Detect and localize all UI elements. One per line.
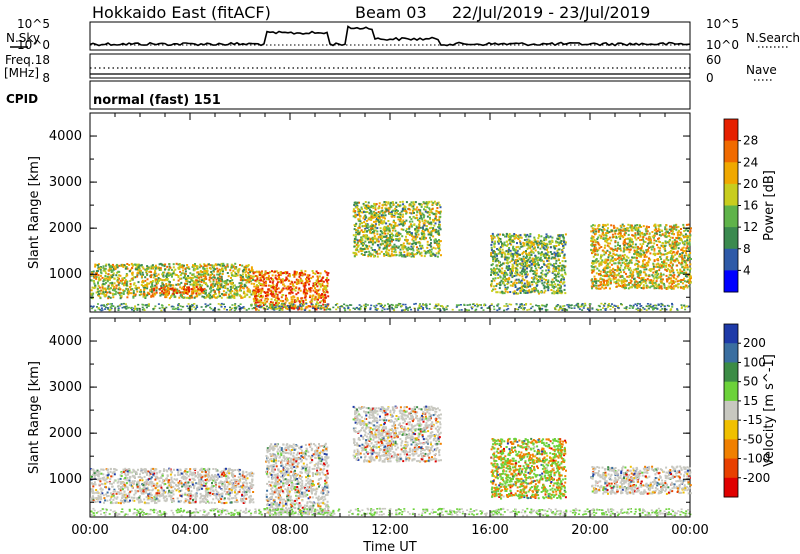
colorbar-segment (724, 458, 738, 479)
x-tick-label: 08:00 (271, 523, 308, 538)
x-tick-label: 04:00 (171, 523, 208, 538)
power-scatter-data (90, 200, 692, 312)
colorbar-tick-label: 4 (743, 263, 751, 277)
power-scatter-region (352, 200, 442, 258)
y-tick-label: 4000 (49, 129, 82, 144)
power-colorbar: 4 8 12 16 20 24 28 Power [dB] (723, 118, 777, 293)
x-tick-label: 20:00 (571, 523, 608, 538)
time-axis: 00:00 04:00 08:00 12:00 16:00 20:00 00:00 (71, 523, 708, 538)
velocity-scatter-data (90, 405, 692, 517)
velocity-scatter-region (352, 405, 442, 463)
colorbar-segment (724, 439, 738, 460)
power-scatter-region (490, 232, 567, 295)
colorbar-segment (724, 362, 738, 383)
x-axis-label: Time UT (362, 540, 416, 554)
colorbar-segment (724, 183, 738, 206)
nave-tick-bottom: 0 (706, 71, 714, 85)
date-range: 22/Jul/2019 - 23/Jul/2019 (452, 3, 650, 22)
freq-label-1: Freq. (5, 53, 35, 67)
y-tick-label: 3000 (49, 380, 82, 395)
power-y-axis: 1000 2000 3000 4000 (49, 129, 690, 298)
x-tick-label: 12:00 (371, 523, 408, 538)
cpid-value: normal (fast) 151 (93, 93, 221, 108)
colorbar-segment (724, 420, 738, 440)
colorbar-tick-label: -15 (743, 413, 763, 427)
colorbar-segment (724, 270, 738, 293)
colorbar-tick-label: 100 (743, 355, 766, 369)
noise-tick-right-top: 10^5 (706, 17, 739, 31)
cpid-panel-frame (89, 80, 691, 110)
colorbar-tick-label: -100 (743, 452, 770, 466)
beam-label: Beam 03 (355, 3, 427, 22)
power-panel: 1000 2000 3000 4000 Slant Range [km] 4 8 12 16 20… (27, 112, 777, 313)
colorbar-segment (724, 381, 738, 402)
velocity-scatter-region (590, 465, 692, 495)
noise-tick-right-bottom: 10^0 (706, 38, 739, 52)
freq-panel-frame (89, 53, 691, 79)
nave-label: Nave (746, 63, 777, 77)
noise-traces (89, 25, 691, 47)
y-tick-label: 2000 (49, 426, 82, 441)
noise-tick-left-bottom: 10^0 (17, 38, 50, 52)
y-tick-label: 4000 (49, 334, 82, 349)
power-near-range-band (90, 302, 691, 312)
colorbar-tick-label: 12 (743, 220, 758, 234)
nsearch-label: N.Search (746, 31, 800, 45)
freq-label-2: [MHz] (4, 66, 39, 80)
nave-tick-top: 60 (706, 53, 721, 67)
velocity-panel: 1000 2000 3000 4000 Slant Range [km] 200 100 50… (27, 317, 777, 518)
colorbar-tick-label: 20 (743, 177, 758, 191)
colorbar-tick-label: 28 (743, 134, 758, 148)
noise-tick-left-top: 10^5 (17, 17, 50, 31)
colorbar-segment (724, 248, 738, 271)
power-scatter-region (590, 223, 692, 290)
velocity-colorbar: 200 100 50 15 -15 -50 -100 -200 Velocity [m s^-1… (723, 323, 777, 498)
x-tick-label: 16:00 (471, 523, 508, 538)
colorbar-segment (724, 119, 738, 142)
y-tick-label: 1000 (49, 472, 82, 487)
velocity-scatter-region (490, 437, 567, 500)
cpid-label: CPID (6, 92, 38, 106)
noise-panel-frame (89, 21, 691, 51)
velocity-scatter-region (90, 467, 255, 505)
freq-tick-bottom: 8 (42, 71, 50, 85)
plot-title: Hokkaido East (fitACF) (92, 3, 271, 22)
y-tick-label: 1000 (49, 267, 82, 282)
power-y-axis-label: Slant Range [km] (27, 156, 42, 269)
colorbar-tick-label: 50 (743, 375, 758, 389)
colorbar-segment (724, 477, 738, 498)
velocity-y-axis-label: Slant Range [km] (27, 361, 42, 474)
colorbar-tick-label: 200 (743, 336, 766, 350)
velocity-y-axis: 1000 2000 3000 4000 (49, 334, 690, 503)
nsky-label: N.Sky (6, 31, 40, 45)
y-tick-label: 3000 (49, 175, 82, 190)
colorbar-segment (724, 162, 738, 185)
colorbar-tick-label: -50 (743, 432, 763, 446)
colorbar-frame (723, 323, 739, 498)
y-tick-label: 2000 (49, 221, 82, 236)
colorbar-segment (724, 324, 738, 344)
x-tick-label: 00:00 (71, 523, 108, 538)
colorbar-tick-label: 8 (743, 242, 751, 256)
colorbar-tick-label: -200 (743, 471, 770, 485)
power-scatter-region (90, 262, 255, 300)
colorbar-segment (724, 140, 738, 163)
power-scatter-region (152, 285, 205, 295)
colorbar-segment (724, 343, 738, 363)
colorbar-segment (724, 400, 738, 421)
velocity-colorbar-label: Velocity [m s^-1] (762, 354, 777, 467)
nsky-trace (89, 25, 691, 47)
colorbar-segment (724, 205, 738, 228)
velocity-scatter-region (265, 442, 330, 516)
velocity-near-range-band (90, 507, 692, 517)
colorbar-tick-label: 15 (743, 394, 758, 408)
x-tick-label: 00:00 (671, 523, 708, 538)
power-colorbar-label: Power [dB] (762, 170, 777, 241)
colorbar-segment (724, 227, 738, 250)
colorbar-tick-label: 24 (743, 155, 758, 169)
freq-tick-top: 18 (35, 53, 50, 67)
colorbar-tick-label: 16 (743, 199, 758, 213)
